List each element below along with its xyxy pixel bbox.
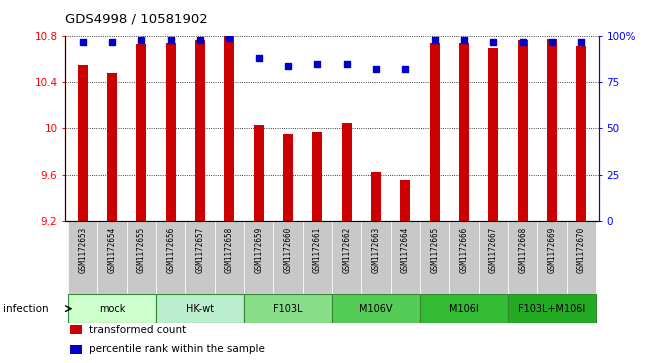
Point xyxy=(576,39,587,45)
Point xyxy=(371,66,381,72)
Bar xyxy=(430,43,440,221)
Point xyxy=(430,37,440,43)
Text: GSM1172668: GSM1172668 xyxy=(518,227,527,273)
Text: GSM1172663: GSM1172663 xyxy=(372,227,380,273)
Text: F103L: F103L xyxy=(273,303,303,314)
Text: GSM1172657: GSM1172657 xyxy=(195,227,204,273)
FancyBboxPatch shape xyxy=(98,221,127,294)
Bar xyxy=(107,73,117,221)
FancyBboxPatch shape xyxy=(186,221,215,294)
Bar xyxy=(283,134,293,221)
FancyBboxPatch shape xyxy=(449,221,478,294)
FancyBboxPatch shape xyxy=(391,221,420,294)
Bar xyxy=(342,123,352,221)
Text: GSM1172661: GSM1172661 xyxy=(313,227,322,273)
Text: M106V: M106V xyxy=(359,303,393,314)
Text: GDS4998 / 10581902: GDS4998 / 10581902 xyxy=(65,12,208,25)
Bar xyxy=(224,36,234,221)
FancyBboxPatch shape xyxy=(508,294,596,323)
Point xyxy=(459,37,469,43)
FancyBboxPatch shape xyxy=(303,221,332,294)
Text: GSM1172660: GSM1172660 xyxy=(284,227,292,273)
Bar xyxy=(253,125,264,221)
Bar xyxy=(136,44,146,221)
FancyBboxPatch shape xyxy=(244,294,332,323)
Text: GSM1172654: GSM1172654 xyxy=(107,227,117,273)
FancyBboxPatch shape xyxy=(361,221,391,294)
Text: GSM1172666: GSM1172666 xyxy=(460,227,469,273)
Bar xyxy=(488,48,499,221)
Bar xyxy=(518,40,528,221)
Bar xyxy=(547,38,557,221)
FancyBboxPatch shape xyxy=(156,221,186,294)
Text: F103L+M106I: F103L+M106I xyxy=(518,303,586,314)
FancyBboxPatch shape xyxy=(478,221,508,294)
Text: GSM1172656: GSM1172656 xyxy=(166,227,175,273)
Bar xyxy=(400,180,411,221)
Text: GSM1172658: GSM1172658 xyxy=(225,227,234,273)
Text: GSM1172655: GSM1172655 xyxy=(137,227,146,273)
Bar xyxy=(195,40,205,221)
Text: GSM1172653: GSM1172653 xyxy=(78,227,87,273)
Text: GSM1172667: GSM1172667 xyxy=(489,227,498,273)
Point xyxy=(195,37,205,43)
Bar xyxy=(70,325,82,334)
Text: GSM1172662: GSM1172662 xyxy=(342,227,351,273)
FancyBboxPatch shape xyxy=(332,294,420,323)
Text: GSM1172669: GSM1172669 xyxy=(547,227,557,273)
FancyBboxPatch shape xyxy=(508,221,537,294)
Text: GSM1172659: GSM1172659 xyxy=(254,227,263,273)
Point xyxy=(136,37,146,43)
FancyBboxPatch shape xyxy=(156,294,244,323)
FancyBboxPatch shape xyxy=(566,221,596,294)
Text: HK-wt: HK-wt xyxy=(186,303,214,314)
Bar xyxy=(576,45,587,221)
Text: M106I: M106I xyxy=(449,303,479,314)
Text: GSM1172670: GSM1172670 xyxy=(577,227,586,273)
Bar xyxy=(77,65,88,221)
Text: GSM1172665: GSM1172665 xyxy=(430,227,439,273)
FancyBboxPatch shape xyxy=(273,221,303,294)
Point xyxy=(518,39,528,45)
FancyBboxPatch shape xyxy=(537,221,566,294)
FancyBboxPatch shape xyxy=(215,221,244,294)
FancyBboxPatch shape xyxy=(68,221,98,294)
Text: percentile rank within the sample: percentile rank within the sample xyxy=(89,344,265,354)
Point xyxy=(547,39,557,45)
Point xyxy=(312,61,322,67)
Bar xyxy=(459,43,469,221)
Point xyxy=(107,39,117,45)
Text: mock: mock xyxy=(99,303,125,314)
FancyBboxPatch shape xyxy=(244,221,273,294)
Bar xyxy=(165,43,176,221)
FancyBboxPatch shape xyxy=(420,294,508,323)
Point xyxy=(283,63,293,69)
Text: infection: infection xyxy=(3,303,49,314)
FancyBboxPatch shape xyxy=(420,221,449,294)
Text: transformed count: transformed count xyxy=(89,325,186,335)
FancyBboxPatch shape xyxy=(332,221,361,294)
Bar xyxy=(70,344,82,354)
FancyBboxPatch shape xyxy=(127,221,156,294)
FancyBboxPatch shape xyxy=(68,294,156,323)
Point xyxy=(342,61,352,67)
Bar xyxy=(371,172,381,221)
Point xyxy=(488,39,499,45)
Point xyxy=(165,37,176,43)
Bar xyxy=(312,132,322,221)
Point xyxy=(400,66,411,72)
Point xyxy=(224,35,234,41)
Point xyxy=(77,39,88,45)
Point xyxy=(253,56,264,61)
Text: GSM1172664: GSM1172664 xyxy=(401,227,410,273)
